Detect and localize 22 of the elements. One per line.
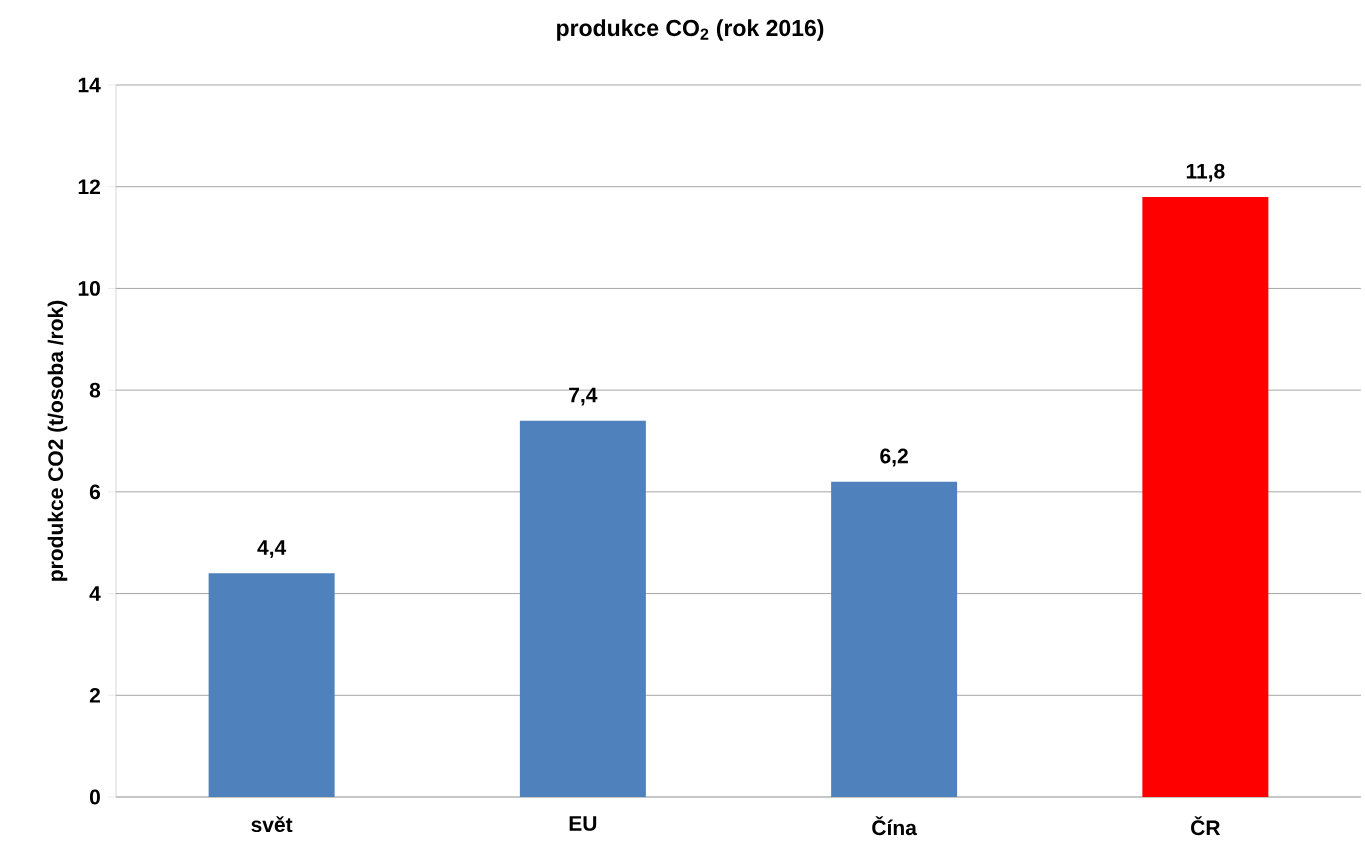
- data-label: 11,8: [1186, 163, 1225, 182]
- y-tick-label: 12: [78, 179, 100, 195]
- x-tick-label: svět: [251, 816, 293, 833]
- chart-title: produkce CO$_{2}$ (rok 2016): [557, 19, 824, 41]
- x-tick-label: ČR: [1191, 816, 1221, 836]
- y-tick-label: 10: [78, 280, 100, 296]
- bar: [519, 420, 646, 797]
- y-tick-label: 2: [89, 687, 100, 703]
- bar: [1142, 196, 1269, 797]
- y-axis-title: produkce CO2 (t/osoba /rok): [47, 300, 68, 581]
- data-label: 7,4: [569, 387, 598, 406]
- y-tick-label: 0: [89, 789, 100, 805]
- y-tick-label: 14: [78, 77, 101, 93]
- data-label: 6,2: [880, 448, 908, 467]
- x-tick-label: EU: [569, 816, 597, 831]
- y-tick-label: 6: [89, 484, 101, 500]
- data-label: 4,4: [257, 540, 287, 559]
- x-tick-label: Čína: [872, 816, 917, 836]
- bar: [831, 481, 958, 797]
- y-tick-label: 8: [89, 382, 101, 398]
- bar: [208, 573, 335, 797]
- y-tick-label: 4: [89, 586, 101, 601]
